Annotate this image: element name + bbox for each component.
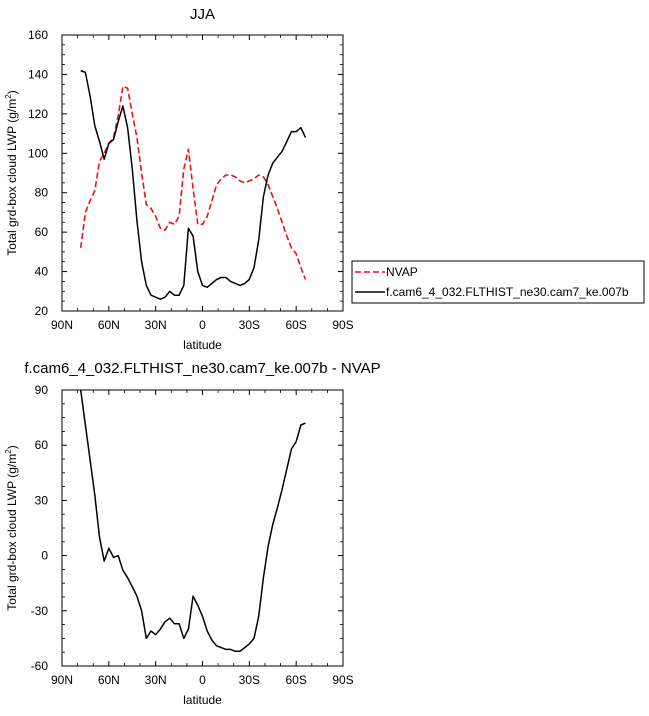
bottom-x-tick-label: 60N (98, 673, 120, 687)
top-chart-plot-area: 90N 60N 30N 0 30S 60S 90S 20 40 60 80 100 120 140 160 (28, 28, 354, 332)
bottom-chart-x-axis-label: latitude (183, 693, 222, 707)
top-chart-legend: NVAP f.cam6_4_032.FLTHIST_ne30.cam7_ke.0… (351, 260, 645, 304)
bottom-series-difference-line (79, 389, 306, 653)
bottom-plot-frame (61, 389, 344, 667)
top-x-tick-label: 0 (199, 318, 206, 332)
top-y-tick-label: 120 (28, 107, 48, 121)
top-x-tick-label: 90S (332, 318, 353, 332)
bottom-chart-panel: f.cam6_4_032.FLTHIST_ne30.cam7_ke.007b -… (4, 360, 381, 707)
top-x-tick-label: 30S (239, 318, 260, 332)
bottom-y-label-sup: 2 (4, 449, 13, 454)
bottom-x-tick-label: 30N (145, 673, 167, 687)
top-chart-panel: JJA 90N 60N 30N 0 30S 60S 90S 20 40 60 80 100 120 140… (4, 6, 354, 352)
bottom-y-tick-label: 60 (35, 438, 49, 452)
bottom-y-tick-label: 0 (41, 549, 48, 563)
top-x-tick-label: 90N (51, 318, 73, 332)
top-y-label-close: ) (5, 90, 19, 94)
bottom-y-tick-label: 90 (35, 383, 49, 397)
top-y-label-base: Total grd-box cloud LWP (g/m (5, 99, 19, 256)
top-y-tick-label: 40 (35, 265, 49, 279)
top-series-nvap-line (79, 85, 307, 280)
top-x-tick-label: 60N (98, 318, 120, 332)
top-y-tick-label: 160 (28, 28, 48, 42)
top-series-model-line (80, 69, 307, 300)
bottom-y-label-close: ) (5, 445, 19, 449)
top-y-tick-label: 140 (28, 67, 48, 81)
bottom-chart-plot-area: 90N 60N 30N 0 30S 60S 90S -60 -30 0 30 60 90 (31, 383, 354, 687)
top-x-tick-label: 30N (145, 318, 167, 332)
top-y-tick-label: 100 (28, 146, 48, 160)
bottom-x-tick-label: 90N (51, 673, 73, 687)
top-y-tick-label: 80 (35, 186, 49, 200)
bottom-y-label-base: Total grd-box cloud LWP (g/m (5, 454, 19, 611)
bottom-chart-title: f.cam6_4_032.FLTHIST_ne30.cam7_ke.007b -… (24, 360, 380, 377)
bottom-x-tick-label: 90S (332, 673, 353, 687)
bottom-y-tick-label: 30 (35, 493, 49, 507)
bottom-chart-y-axis-label: Total grd-box cloud LWP (g/m2) (4, 445, 19, 610)
top-y-label-sup: 2 (4, 94, 13, 99)
bottom-x-tick-label: 60S (285, 673, 306, 687)
top-chart-x-axis-label: latitude (183, 338, 222, 352)
top-x-tick-label: 60S (285, 318, 306, 332)
bottom-x-tick-label: 0 (199, 673, 206, 687)
top-chart-title: JJA (190, 6, 215, 23)
bottom-x-tick-label: 30S (239, 673, 260, 687)
bottom-y-tick-label: -60 (31, 659, 49, 673)
legend-label-nvap: NVAP (386, 265, 418, 279)
legend-label-model: f.cam6_4_032.FLTHIST_ne30.cam7_ke.007b (386, 285, 629, 299)
top-y-tick-label: 60 (35, 225, 49, 239)
bottom-y-tick-label: -30 (31, 604, 49, 618)
legend-box (351, 260, 645, 304)
top-y-tick-label: 20 (35, 304, 49, 318)
top-chart-y-axis-label: Total grd-box cloud LWP (g/m2) (4, 90, 19, 255)
